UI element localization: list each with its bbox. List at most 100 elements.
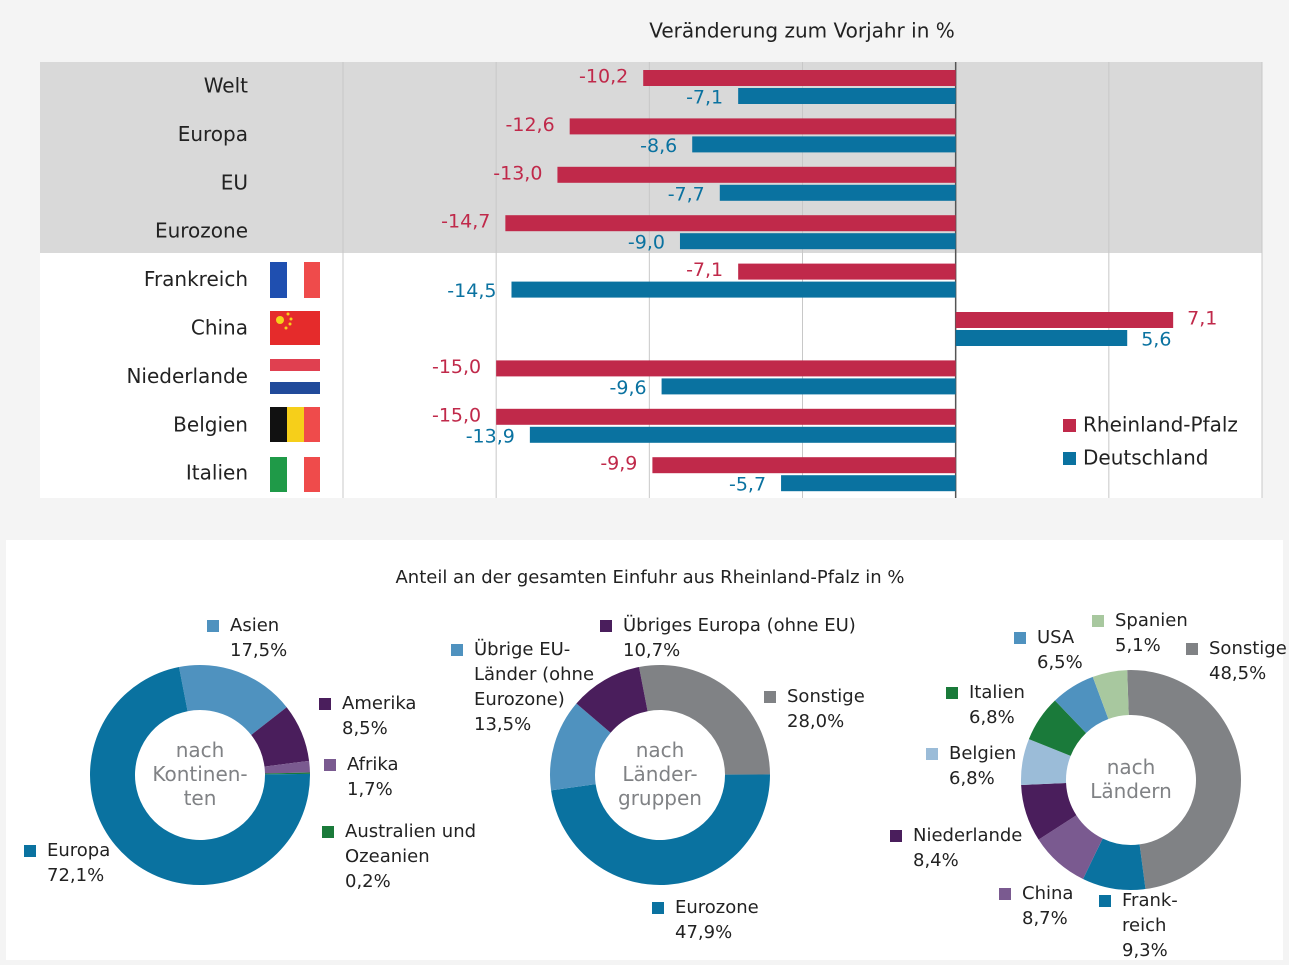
slice-value: 47,9%	[675, 922, 732, 943]
donut-slice	[1092, 670, 1129, 720]
slice-label: Sonstige	[787, 686, 865, 707]
slice-value: 48,5%	[1209, 663, 1266, 684]
slice-value: 6,5%	[1037, 652, 1083, 673]
value-label: -13,9	[466, 425, 515, 447]
legend-swatch	[319, 698, 331, 710]
bar	[679, 233, 956, 250]
donut-center-label: nach Kontinen-ten	[152, 738, 247, 810]
category-label: EU	[221, 170, 248, 194]
value-label: 7,1	[1187, 308, 1217, 330]
bar	[738, 88, 956, 104]
bar	[955, 312, 1174, 328]
value-label: -9,0	[628, 232, 665, 254]
slice-value: 8,4%	[913, 850, 959, 871]
legend-swatch	[946, 687, 958, 699]
slice-label: Australien und Ozeanien	[345, 821, 476, 867]
bar	[496, 408, 956, 425]
legend-swatch	[1063, 452, 1076, 465]
slice-label: Asien	[230, 615, 279, 636]
category-label: China	[191, 316, 248, 340]
value-label: -7,1	[686, 87, 723, 109]
legend-swatch	[890, 830, 902, 842]
slice-value: 17,5%	[230, 640, 287, 661]
flag-netherlands	[270, 359, 320, 394]
legend-swatch	[324, 759, 336, 771]
slice-value: 6,8%	[949, 768, 995, 789]
value-label: -13,0	[493, 162, 542, 184]
legend-swatch	[1186, 643, 1198, 655]
donut-slice	[1083, 838, 1146, 891]
slice-label: Amerika	[342, 693, 416, 714]
value-label: -8,6	[640, 135, 677, 157]
slice-label: Frank-reich	[1122, 890, 1178, 936]
slice-value: 10,7%	[623, 640, 680, 661]
slice-label: Übriges Europa (ohne EU)	[623, 614, 856, 636]
legend-swatch	[600, 620, 612, 632]
value-label: -12,6	[506, 114, 555, 136]
bar	[569, 118, 956, 135]
donut-center-label: nach Länder-gruppen	[618, 738, 702, 810]
donut-slice	[90, 667, 311, 885]
flag-belgium	[270, 407, 320, 442]
category-label: Frankreich	[144, 267, 248, 291]
legend-swatch	[999, 888, 1011, 900]
chart-title: Veränderung zum Vorjahr in %	[649, 19, 954, 43]
slice-value: 6,8%	[969, 707, 1015, 728]
slice-value: 9,3%	[1122, 940, 1168, 961]
slice-label: Eurozone	[675, 897, 759, 918]
bar	[692, 136, 956, 153]
slice-label: Italien	[969, 682, 1025, 703]
slice-value: 1,7%	[347, 779, 393, 800]
slice-label: Afrika	[347, 754, 399, 775]
slice-label: Sonstige	[1209, 638, 1287, 659]
bar	[719, 184, 956, 201]
bar	[738, 263, 956, 280]
legend-swatch	[764, 691, 776, 703]
legend-swatch	[1063, 419, 1076, 432]
slice-label: China	[1022, 883, 1073, 904]
slice-value: 0,2%	[345, 871, 391, 892]
donut-slice	[251, 707, 310, 767]
category-label: Eurozone	[155, 219, 248, 243]
value-label: -15,0	[432, 356, 481, 378]
slice-value: 72,1%	[47, 865, 104, 886]
value-label: -7,7	[668, 183, 705, 205]
slice-label: Belgien	[949, 743, 1016, 764]
donut-slice	[179, 665, 287, 735]
bar	[643, 70, 956, 86]
slice-value: 8,5%	[342, 718, 388, 739]
bar	[529, 426, 956, 443]
slice-value: 13,5%	[474, 714, 531, 735]
value-label: -15,0	[432, 404, 481, 426]
legend-swatch	[451, 644, 463, 656]
slice-label: Europa	[47, 840, 110, 861]
donut-slice	[1021, 782, 1077, 840]
slice-value: 8,7%	[1022, 908, 1068, 929]
donut-slice	[1038, 815, 1103, 879]
category-label: Niederlande	[126, 364, 248, 388]
value-label: -14,7	[441, 211, 490, 233]
legend-label: Deutschland	[1083, 446, 1209, 470]
category-label: Italien	[186, 461, 248, 485]
donut-slice	[576, 667, 648, 733]
legend-swatch	[652, 902, 664, 914]
donut-slice	[1028, 700, 1087, 756]
value-label: -10,2	[579, 66, 628, 88]
value-label: -5,7	[729, 474, 766, 496]
legend-swatch	[1099, 895, 1111, 907]
bar	[505, 215, 956, 232]
value-label: -14,5	[447, 280, 496, 302]
legend-swatch	[1092, 615, 1104, 627]
slice-label: Übrige EU-Länder (ohne Eurozone)	[474, 638, 594, 710]
bar	[652, 457, 956, 474]
slice-label: Niederlande	[913, 825, 1022, 846]
legend-swatch	[24, 845, 36, 857]
legend-swatch	[926, 748, 938, 760]
category-label: Europa	[178, 122, 248, 146]
category-label: Welt	[204, 74, 248, 98]
value-label: 5,6	[1141, 329, 1171, 351]
flag-italy	[270, 457, 320, 492]
donut-slice	[639, 665, 770, 775]
